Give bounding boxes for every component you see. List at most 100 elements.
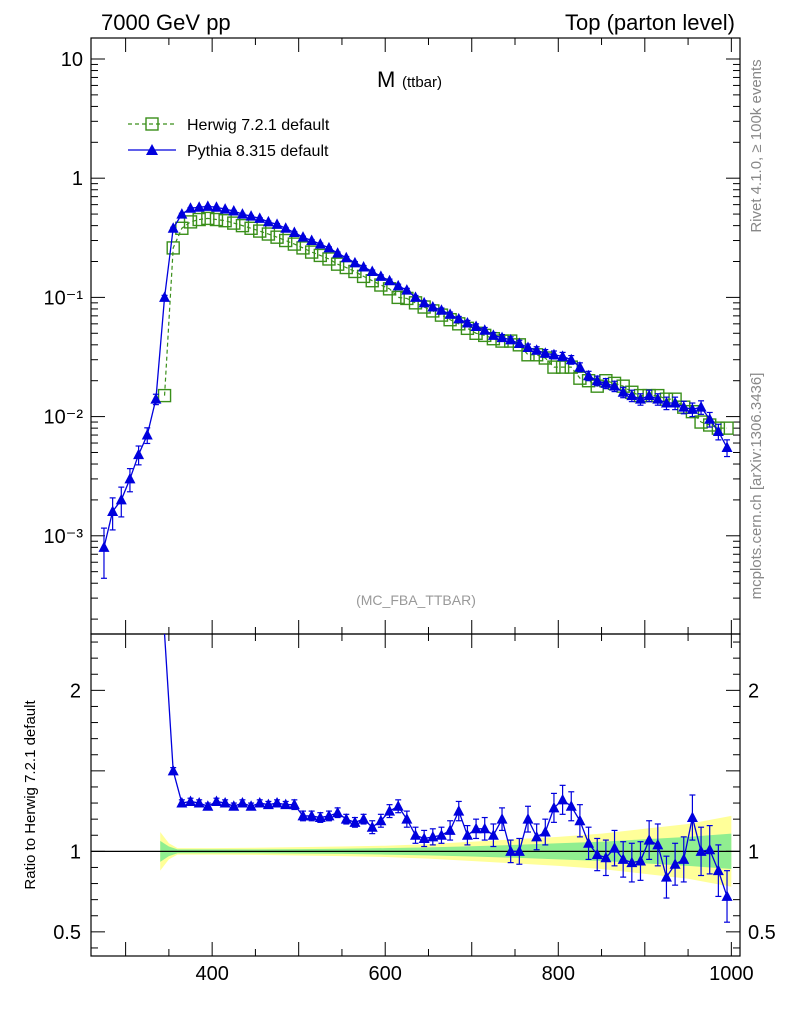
pythia-point [712, 425, 724, 436]
ratio-point [712, 864, 724, 876]
x-tick-label: 1000 [709, 963, 754, 985]
pythia-point [461, 316, 473, 328]
pythia-point [634, 393, 646, 404]
pythia-point [262, 215, 274, 227]
y-tick-label: 10⁻² [44, 407, 84, 429]
x-tick-label: 400 [195, 963, 228, 985]
herwig-point [330, 257, 345, 271]
pythia-point [314, 238, 326, 249]
ratio-point [634, 855, 646, 866]
ratio-point [669, 858, 681, 869]
pythia-point [531, 344, 543, 355]
ratio-point [531, 830, 543, 842]
ratio-point [574, 814, 586, 826]
pythia-point [479, 324, 491, 335]
pythia-point [133, 448, 145, 460]
ratio-point [461, 829, 473, 840]
y-tick-label: 10⁻¹ [44, 287, 84, 309]
ratio-point [219, 797, 231, 808]
herwig-point [157, 388, 172, 403]
pythia-point [721, 441, 733, 453]
ratio-point [678, 853, 690, 864]
ratio-point [487, 829, 499, 840]
pythia-point [98, 541, 110, 552]
pythia-point [427, 301, 439, 312]
pythia-point [159, 291, 171, 302]
ratio-point [652, 838, 664, 850]
ratio-point [539, 826, 551, 837]
herwig-point [270, 230, 284, 244]
herwig-point [253, 224, 267, 238]
pythia-point [245, 210, 257, 221]
x-tick-label: 600 [369, 963, 402, 985]
pythia-point [115, 493, 127, 505]
pythia-point [150, 393, 162, 404]
pythia-point [124, 472, 136, 484]
ratio-point [176, 797, 188, 808]
pythia-point [669, 397, 681, 408]
pythia-point [202, 200, 214, 211]
pythia-point [375, 270, 387, 281]
ratio-point [479, 822, 491, 834]
pythia-point [453, 312, 465, 324]
ratio-y-label: Ratio to Herwig 7.2.1 default [22, 700, 39, 890]
ratio-y-tick-label-right: 1 [748, 841, 759, 863]
herwig-point [296, 241, 310, 255]
ratio-panel-frame [90, 633, 741, 957]
main-title-sub: (ttbar) [402, 74, 442, 91]
pythia-point [418, 296, 430, 308]
pythia-point [487, 329, 499, 340]
analysis-annotation: (MC_FBA_TTBAR) [356, 592, 476, 608]
herwig-point [547, 360, 561, 374]
ratio-point [306, 809, 318, 821]
ratio-point [340, 813, 352, 824]
pythia-point [444, 308, 456, 319]
herwig-point [166, 241, 180, 255]
pythia-point [565, 353, 577, 365]
ratio-point [660, 871, 672, 882]
pythia-point [384, 274, 396, 286]
ratio-panel: 0.5 0.5 1 1 2 2 400 600 800 1000 Ratio to Herwig … [22, 633, 776, 985]
pythia-point [678, 401, 690, 412]
ratio-point [626, 856, 638, 868]
ratio-point [193, 797, 205, 808]
ratio-point [392, 800, 404, 811]
ratio-point [297, 809, 309, 821]
ratio-point [617, 853, 629, 864]
herwig-point [183, 215, 198, 229]
ratio-point [185, 795, 197, 806]
herwig-point [304, 245, 319, 259]
ratio-point [453, 805, 465, 816]
ratio-point [565, 800, 577, 811]
x-tick-label: 800 [542, 963, 575, 985]
pythia-point [617, 386, 629, 397]
pythia-point [522, 341, 534, 352]
pythia-point [176, 208, 188, 219]
pythia-point [609, 380, 621, 391]
ratio-point [366, 821, 378, 832]
pythia-point [583, 369, 595, 381]
ratio-y-tick-label-right: 2 [748, 680, 759, 702]
ratio-point [686, 811, 698, 823]
legend: Herwig 7.2.1 default Pythia 8.315 defaul… [128, 117, 330, 160]
rivet-version-label: Rivet 4.1.0, ≥ 100k events [748, 59, 765, 232]
ratio-point [167, 764, 179, 776]
pythia-point [193, 201, 205, 212]
ratio-y-tick-label-right: 0.5 [748, 922, 776, 944]
ratio-point [695, 845, 707, 856]
main-title: M [377, 67, 395, 92]
pythia-point [470, 320, 482, 331]
pythia-point [167, 222, 179, 233]
ratio-point [444, 824, 456, 835]
pythia-point [349, 256, 361, 268]
pythia-point [323, 241, 335, 253]
ratio-point [418, 832, 430, 843]
pythia-point [539, 347, 551, 358]
ratio-point [210, 795, 222, 806]
pythia-point [401, 284, 413, 295]
herwig-point [313, 248, 328, 263]
pythia-point [704, 413, 716, 424]
pythia-point [107, 505, 119, 516]
ratio-point [583, 837, 595, 848]
